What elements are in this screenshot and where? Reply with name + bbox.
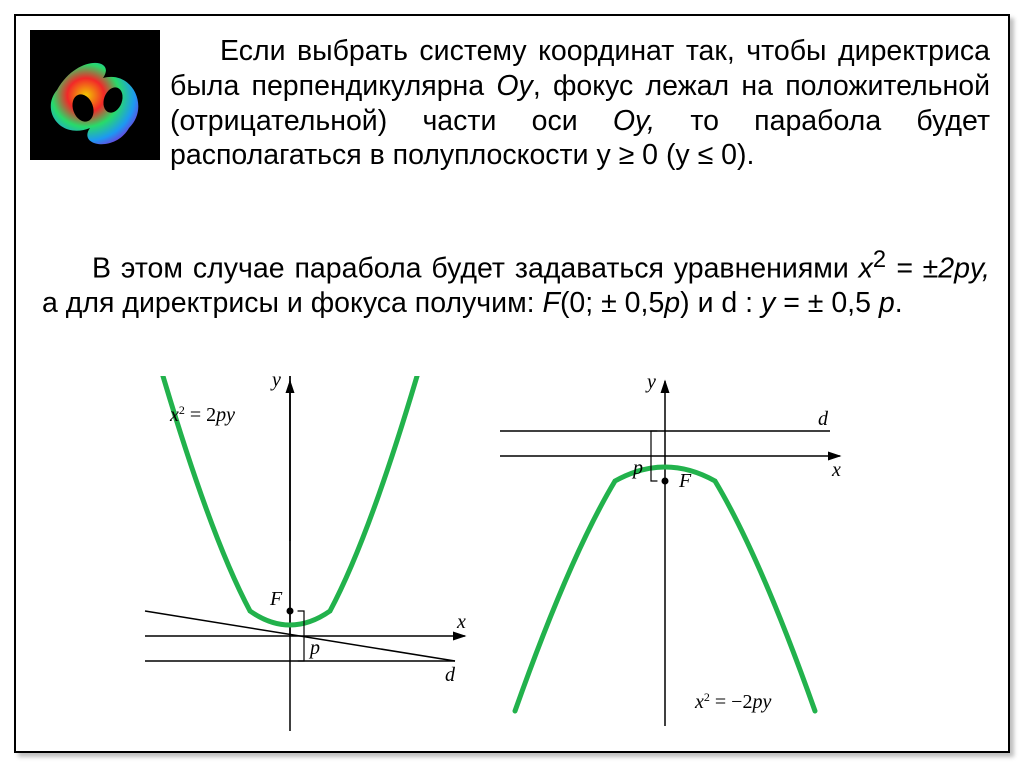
svg-text:p: p [631,457,643,479]
p2-eq-x: x [859,253,873,285]
paragraph-2: В этом случае парабола будет задаваться … [42,246,990,321]
svg-text:d: d [445,664,456,686]
svg-text:F: F [269,588,283,610]
p2-close1: ) [680,287,690,319]
graph-right: x y Fp d x2 = −2py [500,376,900,736]
svg-text:x: x [831,459,841,481]
p2-p2: p [879,287,895,319]
svg-text:x: x [456,611,466,633]
graph-left: xyFpdx2 = 2py [120,376,500,736]
p2-y: y [761,287,775,319]
p2-p1: p [664,287,680,319]
paragraph-1: Если выбрать систему координат так, чтоб… [170,34,990,173]
p2-F: F [543,287,560,319]
slide: Если выбрать систему координат так, чтоб… [0,0,1024,767]
p1-oy-1: Oy [496,70,532,102]
p2-text-a: В этом случае парабола будет задаваться … [92,253,859,285]
graphs-area: xyFpdx2 = 2py xyFpdx2 = −2py [120,376,900,736]
p2-eq-rest: = ±2py, [886,253,990,285]
p1-oy-2: Oy, [613,105,655,137]
svg-text:y: y [270,376,281,391]
svg-text:x2 = −2py: x2 = −2py [694,690,771,713]
p2-Fargs: (0; ± 0,5 [560,287,664,319]
svg-text:F: F [678,470,692,492]
p2-eq-sup: 2 [873,246,886,273]
svg-text:d: d [818,408,829,430]
p2-text-b: а для директрисы и фокуса получим: [42,287,543,319]
p2-and: и d : [690,287,761,319]
p2-period: . [895,287,903,319]
svg-text:y: y [645,376,656,393]
logo [30,30,160,160]
p2-rest: = ± 0,5 [775,287,879,319]
logo-svg [30,30,160,160]
svg-text:p: p [308,637,320,659]
